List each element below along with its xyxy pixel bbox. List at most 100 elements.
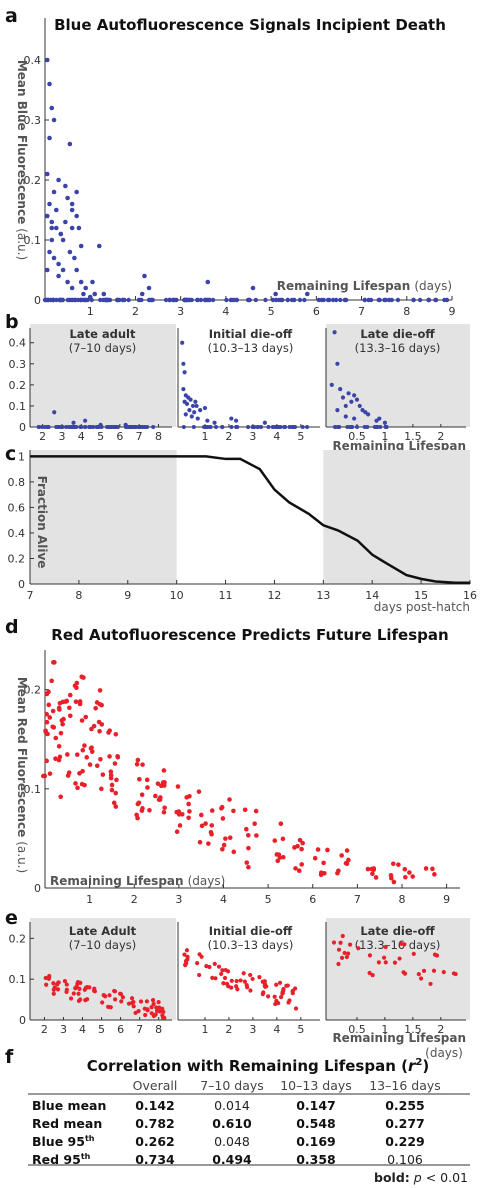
panel-b-point xyxy=(349,399,354,404)
panel-e-sub-range: (13.3–16 days) xyxy=(355,938,441,952)
panel-e-point xyxy=(219,971,224,977)
panel-d-point xyxy=(51,725,57,730)
panel-f-cell: 0.142 xyxy=(135,1098,175,1113)
panel-a-point xyxy=(228,297,233,303)
panel-e-xlabel: Remaining Lifespan xyxy=(332,1031,466,1045)
panel-a-point xyxy=(142,273,147,279)
panel-d-point xyxy=(91,723,97,729)
panel-e-point xyxy=(453,971,458,977)
panel-d-point xyxy=(432,872,437,877)
panel-e-point xyxy=(184,948,190,953)
panel-d-xtick-label: 3 xyxy=(175,893,182,906)
panel-b-xlabel: Remaining Lifespan xyxy=(332,439,466,453)
panel-d-xtick-label: 8 xyxy=(398,893,405,906)
panel-b-point xyxy=(83,425,88,429)
panel-a-point xyxy=(73,297,78,303)
panel-e-point xyxy=(150,997,156,1003)
panel-e-xtick-label: 2 xyxy=(437,1023,444,1036)
panel-c-ylabel: Fraction Alive xyxy=(35,476,49,569)
panel-e-point xyxy=(250,976,255,982)
panel-a-point xyxy=(90,279,95,285)
panel-a-point xyxy=(44,171,50,177)
panel-e-point xyxy=(419,976,424,981)
panel-b-point xyxy=(195,416,200,421)
panel-d-point xyxy=(58,730,64,736)
panel-f-cell: 0.262 xyxy=(135,1134,175,1149)
panel-a-point xyxy=(395,297,401,303)
panel-e-point xyxy=(153,1012,158,1017)
panel-d-point xyxy=(160,780,166,785)
panel-d-point xyxy=(57,754,63,760)
panel-e-point xyxy=(204,964,209,969)
panel-d-point xyxy=(402,866,408,872)
panel-f-row-label-sup: th xyxy=(85,1134,95,1143)
panel-d-ytick-label: 0.2 xyxy=(24,684,42,697)
panel-d-point xyxy=(58,794,64,800)
panel-a-xtick-label: 1 xyxy=(87,305,94,318)
panel-d-point xyxy=(186,815,191,821)
panel-b-point xyxy=(378,425,383,429)
panel-b-point xyxy=(91,425,96,429)
panel-e-point xyxy=(331,940,337,945)
panel-a-point xyxy=(172,297,177,303)
panel-b-xtick-label: 3 xyxy=(58,430,65,443)
panel-e-point xyxy=(113,997,118,1002)
panel-c-xtick-label: 12 xyxy=(267,589,281,602)
panel-b-shade xyxy=(30,324,176,427)
panel-b-xtick-label: 5 xyxy=(97,430,104,443)
panel-f-cell: 0.494 xyxy=(212,1152,252,1167)
panel-e-sub-title: Initial die-off xyxy=(209,924,293,938)
panel-e-point xyxy=(344,954,349,960)
panel-a-point xyxy=(411,297,416,303)
panel-a-point xyxy=(444,297,450,303)
panel-d-point xyxy=(295,843,300,849)
panel-f-cell: 0.548 xyxy=(296,1116,336,1131)
panel-d-point xyxy=(93,705,98,711)
panel-b-point xyxy=(355,425,360,429)
panel-d-point xyxy=(41,773,46,779)
panel-c-letter: c xyxy=(5,443,16,465)
panel-e-point xyxy=(73,986,78,991)
panel-b-ytick-label: 0.2 xyxy=(9,379,27,392)
panel-d-point xyxy=(107,754,112,759)
panel-c-ytick-label: 0 xyxy=(18,578,25,591)
panel-b-xtick-label: 1.5 xyxy=(404,430,422,443)
panel-e-point xyxy=(213,976,218,981)
panel-f-row-label-text: Blue 95 xyxy=(32,1134,85,1149)
panel-e-point xyxy=(120,995,126,1000)
panel-b-point xyxy=(352,393,357,398)
panel-a-point xyxy=(76,225,82,231)
panel-e-point xyxy=(234,984,239,989)
panel-b-point xyxy=(182,399,187,404)
panel-d-point xyxy=(74,680,80,686)
panel-d-point xyxy=(209,808,215,813)
panel-d-point xyxy=(74,685,79,691)
panel-d-point xyxy=(199,823,205,829)
panel-b-point xyxy=(123,422,128,427)
panel-d-point xyxy=(175,784,181,789)
panel-d-point xyxy=(321,860,326,866)
panel-b-point xyxy=(372,425,377,429)
panel-b-point xyxy=(329,382,334,387)
panel-b-point xyxy=(270,425,275,429)
panel-d-point xyxy=(134,812,139,818)
panel-b-xtick-label: 1 xyxy=(201,430,208,443)
panel-a-point xyxy=(54,297,59,303)
panel-a-point xyxy=(44,57,50,63)
panel-c-shade xyxy=(323,450,470,584)
panel-d-point xyxy=(280,836,286,842)
panel-a-point xyxy=(51,189,57,195)
panel-a-point xyxy=(120,297,125,303)
panel-b-xtick-label: 8 xyxy=(155,430,162,443)
panel-b-point xyxy=(36,425,41,429)
panel-d-point xyxy=(44,711,50,717)
panel-e-point xyxy=(52,985,57,990)
panel-e-point xyxy=(338,940,343,945)
panel-e-xtick-label: 5 xyxy=(297,1023,304,1036)
panel-f-title: Correlation with Remaining Lifespan (r2) xyxy=(87,1057,429,1075)
panel-d-point xyxy=(297,837,303,843)
panel-e-point xyxy=(222,975,228,981)
panel-f-row-label: Red mean xyxy=(32,1116,102,1131)
panel-a-point xyxy=(316,297,322,303)
